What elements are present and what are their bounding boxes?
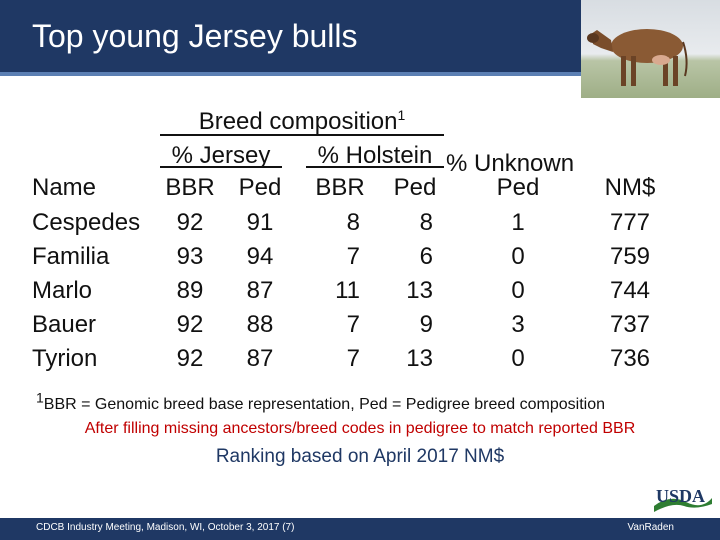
nm-value: 737: [609, 311, 651, 338]
nm-value: 744: [609, 277, 651, 304]
unknown-ped: 1: [511, 209, 525, 236]
unknown-ped: 0: [511, 345, 525, 372]
subgroup-unknown: % Unknown: [446, 150, 575, 177]
jersey-ped: 88: [246, 311, 274, 338]
col-holstein-bbr: BBR: [315, 174, 365, 201]
col-unknown-ped: Ped: [496, 174, 540, 201]
footer-bar: CDCB Industry Meeting, Madison, WI, Octo…: [0, 518, 720, 540]
fill-note: After filling missing ancestors/breed co…: [84, 420, 636, 437]
jersey-bbr: 89: [176, 277, 204, 304]
jersey-bbr: 93: [176, 243, 204, 270]
row-name: Cespedes: [32, 209, 141, 236]
holstein-ped: 13: [406, 277, 433, 304]
col-name: Name: [32, 174, 97, 201]
holstein-bbr: 11: [335, 277, 360, 304]
jersey-bbr: 92: [176, 345, 204, 372]
jersey-ped: 94: [246, 243, 274, 270]
holstein-ped: 8: [419, 209, 433, 236]
jersey-bbr: 92: [176, 209, 204, 236]
row-name: Marlo: [32, 277, 93, 304]
row-name: Tyrion: [32, 345, 98, 372]
col-jersey-bbr: BBR: [165, 174, 215, 201]
breed-composition-header: Breed composition1: [198, 107, 406, 135]
jersey-ped: 87: [246, 345, 274, 372]
col-jersey-ped: Ped: [238, 174, 282, 201]
unknown-ped: 0: [511, 277, 525, 304]
jersey-bbr: 92: [176, 311, 204, 338]
unknown-ped: 0: [511, 243, 525, 270]
usda-logo: USDA: [650, 484, 714, 518]
jersey-rule: [160, 166, 282, 168]
holstein-bbr: 8: [346, 209, 360, 236]
usda-logo-text: USDA: [656, 486, 705, 506]
row-name: Bauer: [32, 311, 97, 338]
nm-value: 777: [609, 209, 651, 236]
subgroup-jersey: % Jersey: [171, 142, 271, 169]
footer-author: VanRaden: [627, 522, 674, 533]
holstein-rule: [306, 166, 444, 168]
holstein-bbr: 7: [346, 243, 360, 270]
footnote: 1BBR = Genomic breed base representation…: [36, 389, 606, 413]
slide-title: Top young Jersey bulls: [32, 18, 358, 54]
footer-meeting: CDCB Industry Meeting, Madison, WI, Octo…: [36, 522, 295, 533]
holstein-ped: 9: [419, 311, 433, 338]
col-holstein-ped: Ped: [393, 174, 437, 201]
title-underline: [0, 72, 720, 76]
jersey-ped: 91: [246, 209, 274, 236]
nm-value: 759: [609, 243, 651, 270]
jersey-ped: 87: [246, 277, 274, 304]
nm-value: 736: [609, 345, 651, 372]
holstein-ped: 13: [406, 345, 433, 372]
holstein-bbr: 7: [346, 345, 360, 372]
row-name: Familia: [32, 243, 110, 270]
subgroup-holstein: % Holstein: [317, 142, 433, 169]
group-header-rule: [160, 134, 444, 136]
unknown-ped: 3: [511, 311, 525, 338]
bull-table: Breed composition1 % Jersey % Holstein %…: [32, 107, 656, 372]
jersey-cow-photo: [581, 0, 720, 98]
col-nm: NM$: [604, 174, 656, 201]
holstein-bbr: 7: [346, 311, 360, 338]
holstein-ped: 6: [419, 243, 433, 270]
ranking-note: Ranking based on April 2017 NM$: [215, 446, 505, 467]
